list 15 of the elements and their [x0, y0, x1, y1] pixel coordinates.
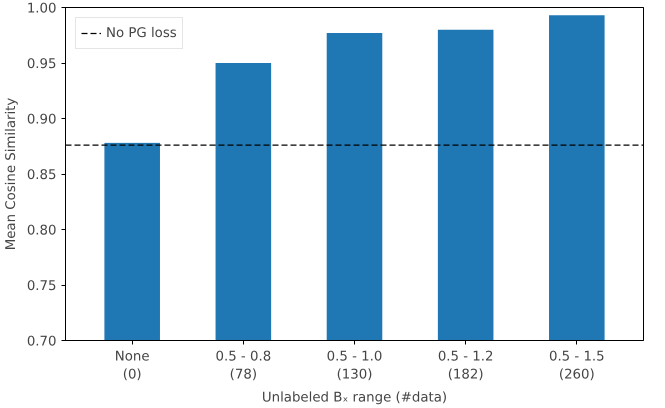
- x-axis-title: Unlabeled Bₓ range (#data): [262, 390, 448, 406]
- x-tick-label: None (0): [114, 350, 150, 382]
- y-tick-label: 0.85: [26, 168, 57, 183]
- y-axis-title: Mean Cosine Similarity: [4, 98, 19, 250]
- legend-label: No PG loss: [106, 26, 177, 40]
- x-tick-label: 0.5 - 1.0 (130): [326, 350, 382, 382]
- y-tick-label: 0.70: [26, 334, 57, 350]
- x-tick-label: 0.5 - 0.8 (78): [216, 350, 272, 382]
- x-tick-label: 0.5 - 1.5 (260): [548, 350, 605, 382]
- y-tick-label: 0.80: [26, 224, 57, 238]
- y-tick-label: 0.75: [26, 279, 57, 294]
- x-tick-label: 0.5 - 1.2 (182): [438, 350, 494, 382]
- y-tick-label: 0.95: [26, 57, 57, 72]
- y-tick-label: 0.90: [26, 112, 57, 128]
- y-tick-label: 1.00: [26, 2, 57, 16]
